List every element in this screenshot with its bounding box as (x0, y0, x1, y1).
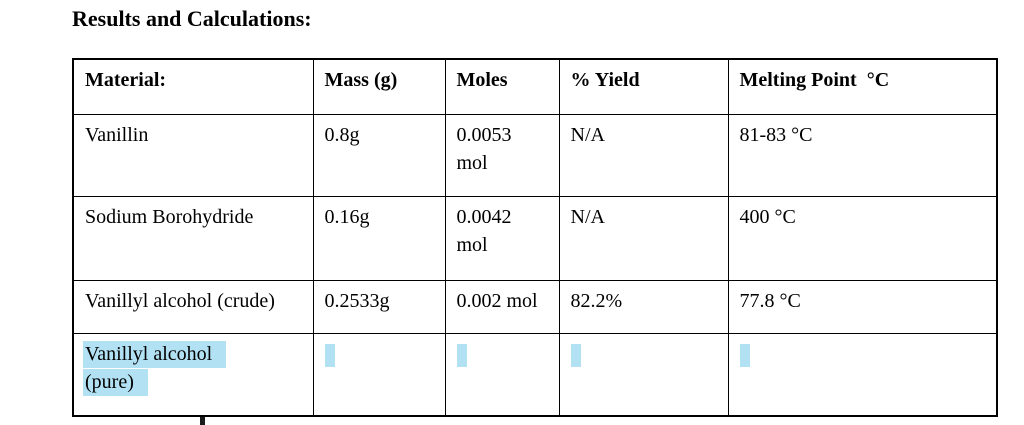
header-cell-moles[interactable]: Moles (444, 58, 560, 115)
header-cell-material[interactable]: Material: (72, 58, 314, 115)
selection-highlight-mark (456, 344, 467, 367)
selection-highlight-mark (739, 344, 750, 367)
table-row-vanillin: Vanillin 0.8g 0.0053 mol N/A 81-83 °C (72, 114, 998, 197)
cutoff-text-fragment (200, 417, 205, 425)
cell-melting[interactable]: 81-83 °C (727, 114, 998, 197)
cell-melting[interactable]: 400 °C (727, 196, 998, 281)
selection-highlight-mark (324, 344, 335, 367)
selection-highlight-mark (570, 344, 581, 367)
cell-material[interactable]: Vanillyl alcohol (crude) (72, 280, 314, 334)
cell-mass[interactable]: 0.8g (312, 114, 446, 197)
table-row-vanillyl-alcohol-pure: Vanillyl alcohol (pure) (72, 333, 998, 417)
header-cell-yield[interactable]: % Yield (558, 58, 729, 115)
cell-yield[interactable] (558, 333, 729, 417)
cell-material[interactable]: Sodium Borohydride (72, 196, 314, 281)
table-header-row: Material: Mass (g) Moles % Yield Melting… (72, 58, 998, 115)
header-cell-mass[interactable]: Mass (g) (312, 58, 446, 115)
cell-material[interactable]: Vanillin (72, 114, 314, 197)
cell-moles[interactable]: 0.0042 mol (444, 196, 560, 281)
cell-melting[interactable] (727, 333, 998, 417)
section-title: Results and Calculations: (72, 6, 312, 31)
table-row-vanillyl-alcohol-crude: Vanillyl alcohol (crude) 0.2533g 0.002 m… (72, 280, 998, 334)
cell-material[interactable]: Vanillyl alcohol (pure) (72, 333, 314, 417)
header-cell-melting[interactable]: Melting Point °C (727, 58, 998, 115)
cell-moles[interactable]: 0.0053 mol (444, 114, 560, 197)
cell-mass[interactable] (312, 333, 446, 417)
cell-yield[interactable]: 82.2% (558, 280, 729, 334)
cell-moles[interactable]: 0.002 mol (444, 280, 560, 334)
cell-mass[interactable]: 0.2533g (312, 280, 446, 334)
cell-mass[interactable]: 0.16g (312, 196, 446, 281)
cell-moles[interactable] (444, 333, 560, 417)
cell-melting[interactable]: 77.8 °C (727, 280, 998, 334)
cell-yield[interactable]: N/A (558, 196, 729, 281)
selected-text-highlight: Vanillyl alcohol (pure) (83, 341, 227, 396)
cell-yield[interactable]: N/A (558, 114, 729, 197)
results-table: Material: Mass (g) Moles % Yield Melting… (72, 58, 998, 417)
table-row-sodium-borohydride: Sodium Borohydride 0.16g 0.0042 mol N/A … (72, 196, 998, 281)
